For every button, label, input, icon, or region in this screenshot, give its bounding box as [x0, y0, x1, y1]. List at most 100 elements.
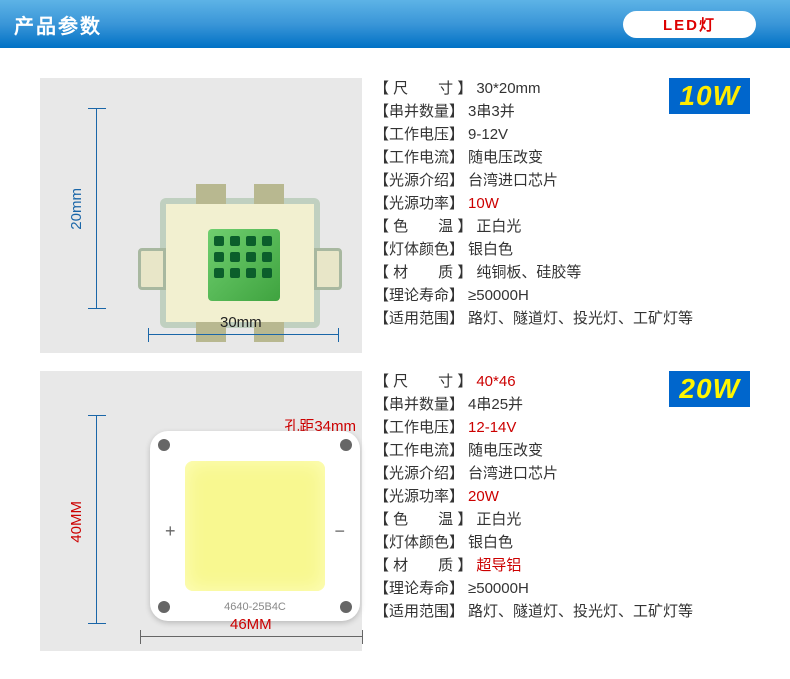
spec-value: 纯铜板、硅胶等	[476, 262, 581, 284]
spec-list: 【 尺 寸 】40*46 【串并数量】4串25并【工作电压】12-14V【工作电流…	[374, 371, 750, 623]
product-image: 40MM 孔距34mm + − 4640-25B4C 46MM	[40, 371, 362, 651]
dim-v-line	[96, 108, 97, 308]
spec-key: 【工作电流】	[374, 147, 464, 169]
spec-value: 40*46	[476, 371, 515, 393]
dim-h-label: 46MM	[230, 616, 272, 633]
spec-key: 【串并数量】	[374, 101, 464, 123]
product-image: 20mm 30mm	[40, 78, 362, 353]
header-bar: 产品参数 LED灯	[0, 0, 790, 48]
spec-value: 正白光	[476, 509, 521, 531]
spec-list: 【 尺 寸 】30*20mm 【串并数量】3串3并【工作电压】9-12V【工作电流…	[374, 78, 750, 330]
spec-key: 【 尺 寸 】	[374, 78, 472, 100]
spec-item: 【光源功率】20W	[374, 486, 750, 508]
spec-value: 4串25并	[468, 394, 523, 416]
spec-item: 【工作电压】9-12V	[374, 124, 750, 146]
chip-tab	[314, 248, 342, 290]
spec-item: 【 色 温 】正白光	[374, 509, 750, 531]
spec-item: 【灯体颜色】银白色	[374, 532, 750, 554]
dim-cap	[362, 630, 363, 644]
spec-item: 【工作电流】随电压改变	[374, 147, 750, 169]
spec-item: 【工作电压】12-14V	[374, 417, 750, 439]
spec-key: 【 材 质 】	[374, 555, 472, 577]
spec-value: 正白光	[476, 216, 521, 238]
spec-key: 【光源介绍】	[374, 170, 464, 192]
spec-key: 【灯体颜色】	[374, 532, 464, 554]
spec-key: 【光源功率】	[374, 193, 464, 215]
chip-pin	[196, 184, 226, 204]
plus-icon: +	[165, 521, 176, 542]
product-row: 40MM 孔距34mm + − 4640-25B4C 46MM	[40, 371, 750, 651]
wattage-badge: 10W	[669, 78, 750, 114]
spec-value: 9-12V	[468, 124, 508, 146]
wattage-badge: 20W	[669, 371, 750, 407]
spec-value: 12-14V	[468, 417, 516, 439]
page-title: 产品参数	[14, 10, 623, 39]
spec-value: 随电压改变	[468, 440, 543, 462]
dim-cap	[88, 308, 106, 309]
spec-item: 【适用范围】路灯、隧道灯、投光灯、工矿灯等	[374, 308, 750, 330]
spec-key: 【工作电压】	[374, 417, 464, 439]
dim-cap	[140, 630, 141, 644]
spec-key: 【理论寿命】	[374, 285, 464, 307]
product-image-col: 20mm 30mm	[40, 78, 362, 353]
spec-value: 30*20mm	[476, 78, 540, 100]
spec-key: 【 尺 寸 】	[374, 371, 472, 393]
chip-pin	[254, 184, 284, 204]
spec-item: 【工作电流】随电压改变	[374, 440, 750, 462]
dim-cap	[88, 415, 106, 416]
spec-col: 20W 【 尺 寸 】40*46【串并数量】4串25并【工作电压】12-14V【…	[374, 371, 750, 651]
spec-value: 银白色	[468, 239, 513, 261]
spec-key: 【灯体颜色】	[374, 239, 464, 261]
spec-value: 银白色	[468, 532, 513, 554]
dim-cap	[148, 328, 149, 342]
minus-icon: −	[334, 521, 345, 542]
spec-value: ≥50000H	[468, 285, 529, 307]
dim-cap	[88, 108, 106, 109]
spec-value: 路灯、隧道灯、投光灯、工矿灯等	[468, 601, 693, 623]
spec-key: 【 色 温 】	[374, 216, 472, 238]
spec-value: 随电压改变	[468, 147, 543, 169]
spec-item: 【 材 质 】超导铝	[374, 555, 750, 577]
spec-value: 路灯、隧道灯、投光灯、工矿灯等	[468, 308, 693, 330]
spec-item: 【 色 温 】正白光	[374, 216, 750, 238]
header-badge: LED灯	[623, 11, 756, 38]
dim-h-line	[140, 636, 362, 637]
spec-key: 【 材 质 】	[374, 262, 472, 284]
spec-key: 【光源介绍】	[374, 463, 464, 485]
chip-graphic	[160, 198, 320, 328]
spec-value: 台湾进口芯片	[468, 170, 558, 192]
spec-item: 【理论寿命】≥50000H	[374, 578, 750, 600]
spec-item: 【适用范围】路灯、隧道灯、投光灯、工矿灯等	[374, 601, 750, 623]
dim-v-label: 40MM	[68, 501, 85, 543]
spec-key: 【光源功率】	[374, 486, 464, 508]
spec-item: 【光源介绍】台湾进口芯片	[374, 463, 750, 485]
spec-col: 10W 【 尺 寸 】30*20mm【串并数量】3串3并【工作电压】9-12V【…	[374, 78, 750, 353]
chip-led-grid	[214, 236, 272, 278]
chip-part-number: 4640-25B4C	[150, 601, 360, 613]
mount-hole	[158, 439, 170, 451]
dim-v-line	[96, 415, 97, 623]
chip-led-area	[185, 461, 325, 591]
spec-value: 10W	[468, 193, 499, 215]
dim-cap	[338, 328, 339, 342]
spec-value: ≥50000H	[468, 578, 529, 600]
spec-item: 【光源介绍】台湾进口芯片	[374, 170, 750, 192]
dim-h-label: 30mm	[220, 314, 262, 331]
spec-item: 【理论寿命】≥50000H	[374, 285, 750, 307]
spec-key: 【工作电压】	[374, 124, 464, 146]
dim-h-line	[148, 334, 338, 335]
spec-item: 【灯体颜色】银白色	[374, 239, 750, 261]
content-area: 20mm 30mm	[0, 48, 790, 679]
spec-key: 【工作电流】	[374, 440, 464, 462]
chip-graphic: + − 4640-25B4C	[150, 431, 360, 621]
spec-value: 超导铝	[476, 555, 521, 577]
spec-key: 【适用范围】	[374, 601, 464, 623]
product-row: 20mm 30mm	[40, 78, 750, 353]
chip-tab	[138, 248, 166, 290]
dim-cap	[88, 623, 106, 624]
dim-v-label: 20mm	[68, 188, 85, 230]
spec-key: 【串并数量】	[374, 394, 464, 416]
mount-hole	[340, 439, 352, 451]
product-image-col: 40MM 孔距34mm + − 4640-25B4C 46MM	[40, 371, 362, 651]
spec-value: 3串3并	[468, 101, 515, 123]
